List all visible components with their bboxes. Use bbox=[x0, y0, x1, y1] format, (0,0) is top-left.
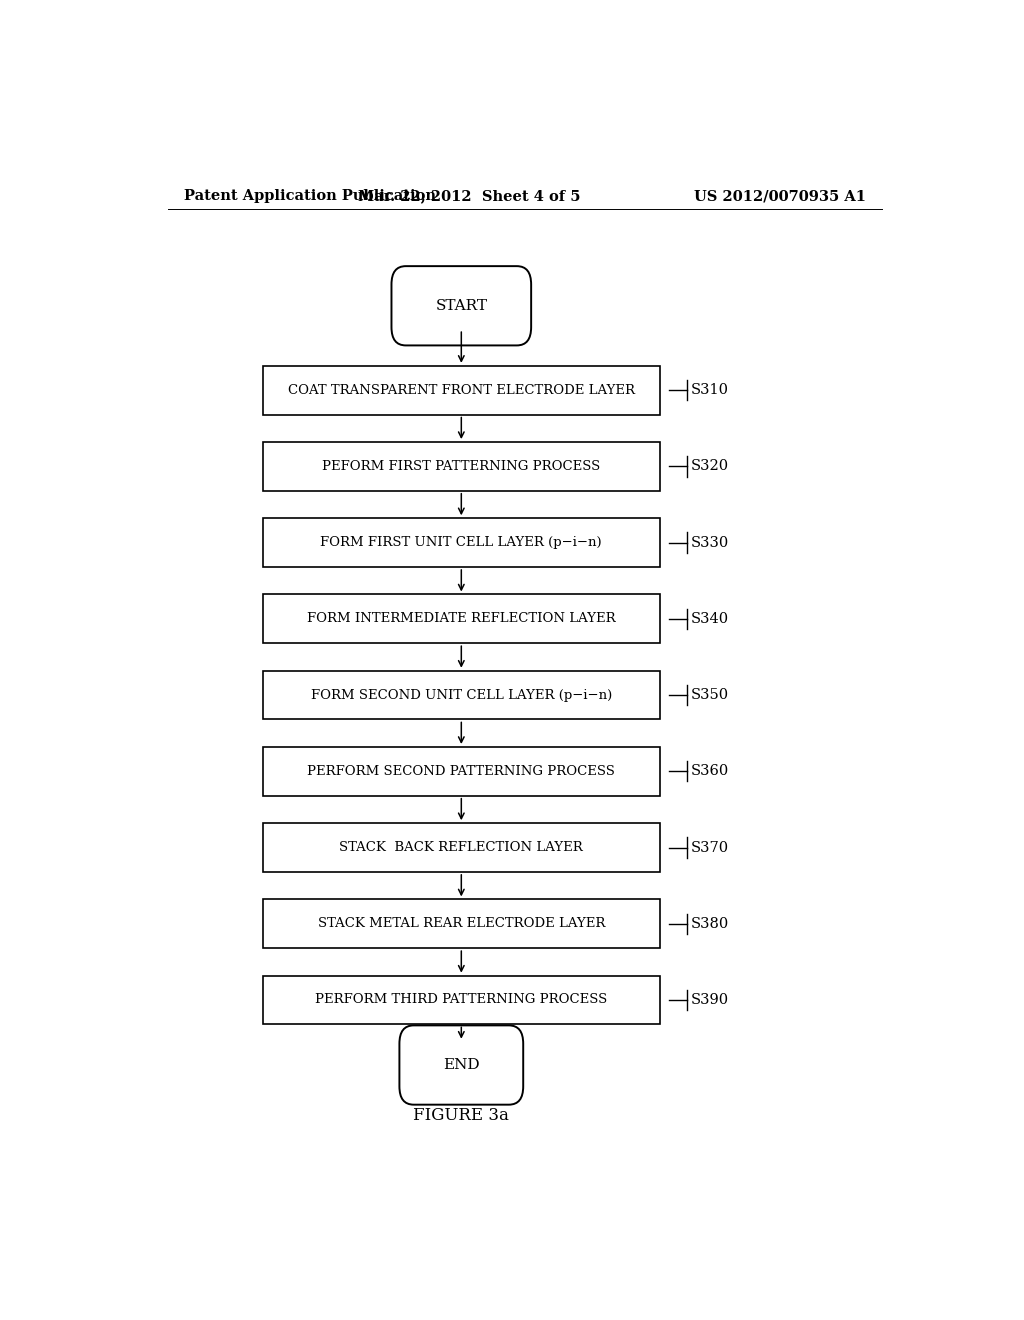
Text: Patent Application Publication: Patent Application Publication bbox=[183, 189, 435, 203]
Text: FORM INTERMEDIATE REFLECTION LAYER: FORM INTERMEDIATE REFLECTION LAYER bbox=[307, 612, 615, 626]
Text: FORM SECOND UNIT CELL LAYER (p−i−n): FORM SECOND UNIT CELL LAYER (p−i−n) bbox=[310, 689, 612, 701]
Text: S310: S310 bbox=[690, 383, 729, 397]
Bar bbox=[263, 366, 659, 414]
Bar bbox=[263, 519, 659, 568]
Text: PERFORM THIRD PATTERNING PROCESS: PERFORM THIRD PATTERNING PROCESS bbox=[315, 994, 607, 1006]
Text: END: END bbox=[443, 1059, 479, 1072]
Text: STACK  BACK REFLECTION LAYER: STACK BACK REFLECTION LAYER bbox=[339, 841, 584, 854]
Text: COAT TRANSPARENT FRONT ELECTRODE LAYER: COAT TRANSPARENT FRONT ELECTRODE LAYER bbox=[288, 384, 635, 396]
Text: S330: S330 bbox=[690, 536, 729, 549]
Bar bbox=[263, 442, 659, 491]
Text: STACK METAL REAR ELECTRODE LAYER: STACK METAL REAR ELECTRODE LAYER bbox=[317, 917, 605, 931]
Text: S380: S380 bbox=[690, 917, 729, 931]
FancyBboxPatch shape bbox=[391, 267, 531, 346]
Text: START: START bbox=[435, 298, 487, 313]
Text: S360: S360 bbox=[690, 764, 729, 779]
Text: S370: S370 bbox=[690, 841, 729, 854]
Text: US 2012/0070935 A1: US 2012/0070935 A1 bbox=[694, 189, 866, 203]
Text: S320: S320 bbox=[690, 459, 729, 474]
Bar bbox=[263, 671, 659, 719]
Text: Mar. 22, 2012  Sheet 4 of 5: Mar. 22, 2012 Sheet 4 of 5 bbox=[358, 189, 581, 203]
Text: FORM FIRST UNIT CELL LAYER (p−i−n): FORM FIRST UNIT CELL LAYER (p−i−n) bbox=[321, 536, 602, 549]
Text: S340: S340 bbox=[690, 612, 729, 626]
Bar bbox=[263, 594, 659, 643]
Bar bbox=[263, 975, 659, 1024]
Text: S390: S390 bbox=[690, 993, 729, 1007]
Bar bbox=[263, 824, 659, 873]
FancyBboxPatch shape bbox=[399, 1026, 523, 1105]
Text: PEFORM FIRST PATTERNING PROCESS: PEFORM FIRST PATTERNING PROCESS bbox=[323, 459, 600, 473]
Bar bbox=[263, 899, 659, 948]
Text: FIGURE 3a: FIGURE 3a bbox=[414, 1107, 509, 1125]
Text: PERFORM SECOND PATTERNING PROCESS: PERFORM SECOND PATTERNING PROCESS bbox=[307, 764, 615, 777]
Bar bbox=[263, 747, 659, 796]
Text: S350: S350 bbox=[690, 688, 729, 702]
